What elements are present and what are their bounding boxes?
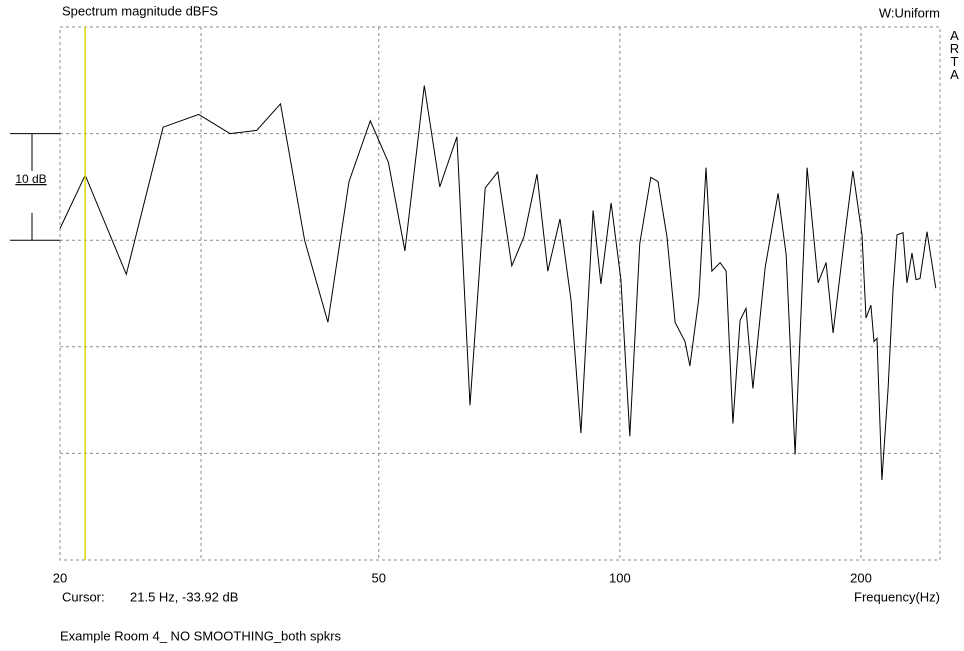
footer: Example Room 4_ NO SMOOTHING_both spkrs bbox=[60, 628, 342, 643]
cursor-label: Cursor: bbox=[62, 589, 105, 604]
cursor-readout: 21.5 Hz, -33.92 dB bbox=[130, 589, 238, 604]
chart-title: Spectrum magnitude dBFS bbox=[62, 3, 218, 18]
brand: ARTA bbox=[947, 28, 962, 80]
window-label: W:Uniform bbox=[879, 5, 940, 20]
x-axis-label: Frequency(Hz) bbox=[854, 589, 940, 604]
scale-bar-label: 10 dB bbox=[15, 172, 46, 186]
x-tick-label: 50 bbox=[372, 570, 386, 585]
spectrum-line bbox=[59, 85, 937, 481]
x-tick-label: 200 bbox=[850, 570, 872, 585]
x-tick-label: 20 bbox=[53, 570, 67, 585]
x-tick-label: 100 bbox=[609, 570, 631, 585]
plot-frame bbox=[59, 26, 941, 561]
